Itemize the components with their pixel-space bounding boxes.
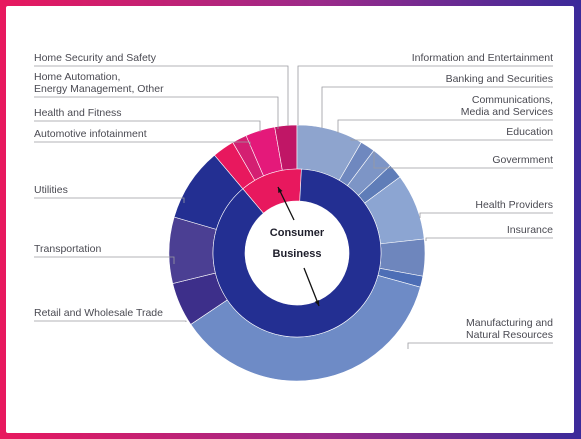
leader-line-left-3	[34, 141, 251, 146]
left-label-5: Transportation	[34, 243, 101, 255]
left-label-2: Health and Fitness	[34, 107, 122, 119]
left-label-line: Utilities	[34, 184, 68, 196]
leader-line-right-4	[373, 152, 553, 169]
segment-labels: Home Security and Safety Home Automation,…	[34, 52, 553, 341]
outer-ring	[168, 124, 426, 382]
leader-line-right-7	[407, 342, 553, 349]
right-label-line: Natural Resources	[466, 329, 553, 341]
inner-ring	[212, 168, 382, 338]
leader-lines	[34, 65, 553, 349]
leader-line-left-2	[34, 120, 261, 132]
right-label-1: Banking and Securities	[446, 73, 553, 85]
arrow-consumer-head	[278, 187, 283, 193]
leader-line-right-0	[297, 65, 553, 125]
leader-line-right-2	[337, 119, 553, 133]
leader-line-left-1	[34, 96, 279, 129]
leader-line-right-1	[321, 86, 553, 128]
arrow-business-head	[314, 300, 320, 306]
right-label-line: Communications,	[472, 94, 553, 106]
right-label-line: Banking and Securities	[446, 73, 553, 85]
direction-arrows	[277, 186, 320, 307]
center-label-consumer: Consumer	[270, 227, 325, 239]
right-label-line: Insurance	[507, 224, 553, 236]
right-label-line: Education	[506, 126, 553, 138]
left-label-1: Home Automation, Energy Management, Other	[34, 71, 164, 95]
right-label-3: Education	[506, 126, 553, 138]
left-label-line: Home Security and Safety	[34, 52, 157, 64]
right-label-line: Manufacturing and	[466, 317, 553, 329]
right-label-line: Health Providers	[475, 199, 553, 211]
right-label-7: Manufacturing and Natural Resources	[466, 317, 553, 341]
left-label-0: Home Security and Safety	[34, 52, 157, 64]
right-label-0: Information and Entertainment	[412, 52, 553, 64]
right-label-6: Insurance	[507, 224, 553, 236]
leader-line-right-6	[425, 237, 553, 241]
leader-line-left-6	[34, 320, 187, 322]
leader-line-right-3	[350, 139, 553, 141]
chart-card: Home Security and Safety Home Automation,…	[6, 6, 574, 433]
left-label-6: Retail and Wholesale Trade	[34, 307, 163, 319]
center-label-business: Business	[273, 248, 322, 260]
arrow-consumer	[277, 186, 295, 221]
right-label-line: Govermment	[492, 154, 553, 166]
right-label-line: Media and Services	[461, 106, 553, 118]
right-label-4: Govermment	[492, 154, 553, 166]
left-label-3: Automotive infotainment	[34, 128, 147, 140]
leader-line-right-5	[419, 212, 553, 218]
right-label-2: Communications, Media and Services	[461, 94, 553, 118]
left-label-line: Energy Management, Other	[34, 83, 164, 95]
leader-line-left-4	[34, 197, 185, 203]
left-label-line: Transportation	[34, 243, 101, 255]
right-label-5: Health Providers	[475, 199, 553, 211]
leader-line-left-0	[34, 65, 289, 126]
left-label-line: Automotive infotainment	[34, 128, 147, 140]
left-label-line: Retail and Wholesale Trade	[34, 307, 163, 319]
left-label-4: Utilities	[34, 184, 68, 196]
left-label-line: Home Automation,	[34, 71, 120, 83]
right-label-line: Information and Entertainment	[412, 52, 553, 64]
leader-line-left-5	[34, 256, 175, 264]
left-label-line: Health and Fitness	[34, 107, 122, 119]
donut-chart: Home Security and Safety Home Automation,…	[34, 52, 553, 382]
arrow-business	[303, 267, 320, 307]
inner-slice-business	[212, 168, 382, 338]
